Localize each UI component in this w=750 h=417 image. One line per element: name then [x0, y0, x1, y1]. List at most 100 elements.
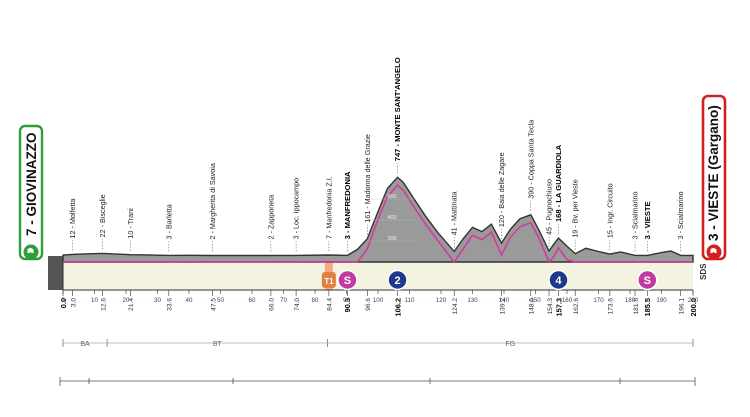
waypoint-label: 3 - Barletta [164, 204, 173, 239]
sprint-badge-label: S [344, 275, 351, 287]
finish-badge: 3 - VIESTE (Gargano) [701, 94, 727, 261]
elevation-profile [62, 176, 694, 264]
gpm-badge [387, 269, 408, 291]
km-axis-tick-label: 10 [91, 297, 98, 304]
waypoint-label: 3 - MANFREDONIA [343, 171, 352, 239]
elevation-scale: 200 400 600 [368, 194, 416, 242]
waypoint-label: 15 - Ingr. Circuito [605, 183, 614, 238]
km-marker-badge-label: T1 [324, 277, 334, 286]
km-axis-tick-label: 110 [405, 297, 415, 304]
km-axis-tick-label: 40 [186, 297, 193, 304]
elev-tick-label: 200 [387, 236, 396, 242]
region-label: BT [213, 341, 223, 348]
gpm-badge [548, 269, 569, 291]
gpm-badge-label: 2 [394, 275, 400, 287]
waypoint-km-label: 154.3 [547, 298, 554, 315]
elev-tick-label: 600 [387, 194, 396, 200]
profile-base [48, 256, 693, 291]
km-axis-tick-label: 150 [530, 297, 541, 304]
waypoint-label: 120 - Baia delle Zagare [497, 152, 506, 227]
waypoint-km-label: 96.6 [365, 298, 372, 311]
waypoint-km-label: 74.0 [294, 298, 301, 311]
waypoint-label: 41 - Mattinata [450, 191, 459, 235]
waypoint-label: 10 - Trani [126, 208, 135, 239]
km-axis-tick-label: 0 [61, 297, 65, 304]
waypoint-km-label: 196.1 [679, 298, 686, 315]
base-band [63, 262, 693, 290]
waypoint-label: 19 - Bv. per Vieste [571, 179, 580, 237]
sprint-badge [337, 269, 358, 291]
waypoint-km-label: 3.0 [70, 298, 77, 307]
km-axis-tick-label: 50 [217, 297, 224, 304]
base-left-cap [48, 256, 63, 290]
route-line [63, 184, 693, 264]
elev-tick-label: 400 [387, 215, 396, 221]
region-label: FG [505, 341, 515, 348]
sprint-badge-label: S [644, 275, 651, 287]
finish-city-label: 3 - VIESTE (Gargano) [706, 105, 721, 241]
km-axis-tick-label: 80 [312, 297, 319, 304]
km-axis-tick-label: 140 [499, 297, 510, 304]
waypoint-label: 2 - Zapponeta [266, 195, 275, 240]
waypoint-km-label: 12.6 [100, 298, 107, 311]
waypoint-km-label: 33.6 [167, 298, 174, 311]
km-axis-tick-label: 70 [280, 297, 287, 304]
km-axis-tick-label: 160 [562, 297, 573, 304]
sds-label: SDS [699, 263, 708, 280]
km-axis-tick-label: 190 [656, 297, 667, 304]
waypoint-km-labels: 0.0 3.0 12.6 21.4 33.6 47.5 66.0 74.0 84.4 90.3 96… [59, 298, 698, 317]
waypoint-km-label: 66.0 [269, 298, 276, 311]
km-axis-tick-label: 100 [373, 297, 384, 304]
region-strip: BA BT FG [62, 339, 694, 348]
waypoint-label: 3 - Scialmarino [676, 191, 685, 239]
waypoint-label: 390 - Coppa Santa Tecla [526, 120, 535, 199]
waypoint-label: 22 - Bisceglie [98, 194, 107, 237]
waypoint-label: 12 - Molfetta [68, 198, 77, 238]
km-axis-tick-label: 90 [343, 297, 350, 304]
km-axis-tick-label: 170 [593, 297, 604, 304]
waypoint-km-label: 124.2 [452, 298, 459, 315]
km-axis: 0 10 20 30 40 50 60 70 80 90 100 110 120 130 140 150 160… [61, 290, 699, 304]
waypoint-km-label: 148.5 [529, 298, 536, 315]
waypoint-km-label: 47.5 [210, 298, 217, 311]
waypoint-km-label: 90.3 [343, 298, 352, 312]
waypoint-km-label: 181.6 [633, 298, 640, 315]
route-markers: S T1 2 4 S [321, 269, 658, 291]
waypoint-label: 3 - Scialmarino [631, 191, 640, 239]
gpm-badge-label: 4 [555, 275, 562, 287]
km-axis-tick-label: 200 [688, 297, 699, 304]
km-axis-tick-label: 60 [249, 297, 256, 304]
waypoint-km-label: 162.6 [573, 298, 580, 315]
waypoint-km-label: 139.2 [499, 298, 506, 315]
waypoint-km-label: 200.0 [689, 298, 698, 317]
waypoint-km-label: 0.0 [59, 298, 68, 308]
km-axis-tick-label: 130 [467, 297, 478, 304]
km-marker-badge [321, 272, 336, 288]
start-badge: 7 - GIOVINAZZO [18, 124, 44, 261]
waypoint-label: 45 - Pugnochiuso [545, 179, 554, 235]
waypoint-label: 747 - MONTE SANT'ANGELO [393, 57, 402, 161]
region-label: BA [80, 341, 90, 348]
km-axis-tick-label: 20 [123, 297, 130, 304]
waypoint-km-label: 21.4 [128, 298, 135, 311]
waypoint-label: 3 - VIESTE [643, 201, 652, 239]
waypoint-label: 3 - Loc. Ippocampo [292, 178, 301, 240]
km-axis-tick-label: 120 [436, 297, 447, 304]
waypoint-label: 168 - LA GUARDIOLA [554, 144, 563, 222]
waypoint-labels: 12 - Molfetta 22 - Bisceglie 10 - Trani 3 -… [68, 57, 685, 239]
waypoint-km-label: 173.6 [608, 298, 615, 315]
start-city-label: 7 - GIOVINAZZO [24, 132, 39, 236]
sprint-badge [637, 269, 658, 291]
waypoint-label: 7 - Manfredonia Z.I. [324, 176, 333, 239]
bottom-scale [59, 377, 696, 386]
km-axis-tick-label: 30 [154, 297, 161, 304]
km-axis-tick-label: 180 [625, 297, 636, 304]
waypoint-km-label: 185.5 [643, 298, 652, 317]
waypoint-km-label: 84.4 [327, 298, 334, 311]
waypoint-label: 161 - Madonna delle Grazie [363, 134, 372, 223]
waypoint-label: 2 - Margherita di Savoia [208, 163, 217, 239]
waypoint-km-label: 157.3 [554, 298, 563, 317]
waypoint-km-label: 106.2 [393, 298, 402, 317]
